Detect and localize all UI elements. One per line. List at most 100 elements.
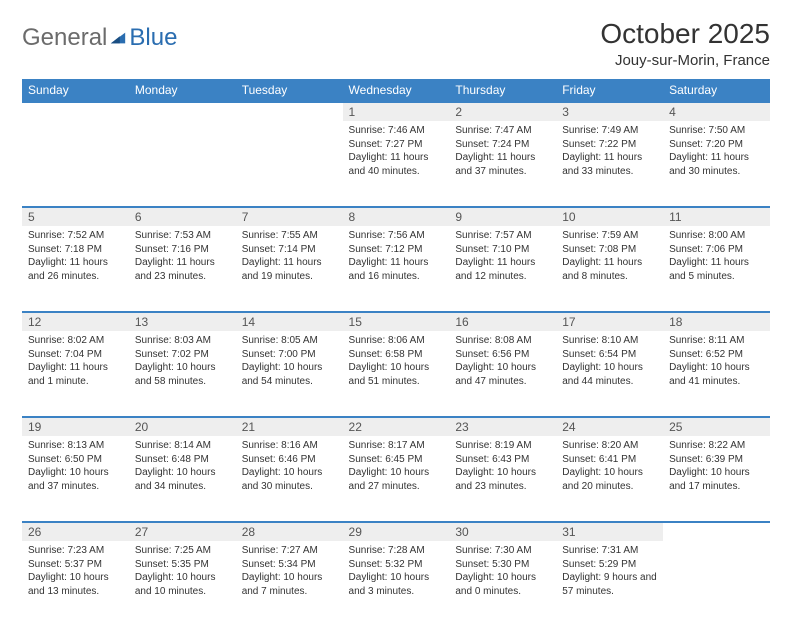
sunset-line: Sunset: 6:41 PM <box>562 453 657 467</box>
day-number-row: 262728293031 <box>22 522 770 541</box>
sunset-line: Sunset: 7:16 PM <box>135 243 230 257</box>
day-cell: Sunrise: 8:06 AMSunset: 6:58 PMDaylight:… <box>343 331 450 417</box>
sunrise-line: Sunrise: 7:28 AM <box>349 544 444 558</box>
day-cell <box>22 121 129 207</box>
daylight-line: Daylight: 11 hours and 12 minutes. <box>455 256 550 283</box>
day-number: 8 <box>343 207 450 226</box>
daylight-line: Daylight: 10 hours and 30 minutes. <box>242 466 337 493</box>
day-cell: Sunrise: 7:53 AMSunset: 7:16 PMDaylight:… <box>129 226 236 312</box>
day-number: 24 <box>556 417 663 436</box>
day-cell: Sunrise: 7:23 AMSunset: 5:37 PMDaylight:… <box>22 541 129 627</box>
sunrise-line: Sunrise: 8:14 AM <box>135 439 230 453</box>
day-cell: Sunrise: 8:10 AMSunset: 6:54 PMDaylight:… <box>556 331 663 417</box>
daylight-line: Daylight: 11 hours and 40 minutes. <box>349 151 444 178</box>
day-cell <box>663 541 770 627</box>
sunrise-line: Sunrise: 8:06 AM <box>349 334 444 348</box>
sunset-line: Sunset: 6:56 PM <box>455 348 550 362</box>
daylight-line: Daylight: 10 hours and 23 minutes. <box>455 466 550 493</box>
day-cell: Sunrise: 7:47 AMSunset: 7:24 PMDaylight:… <box>449 121 556 207</box>
day-content-row: Sunrise: 7:23 AMSunset: 5:37 PMDaylight:… <box>22 541 770 627</box>
day-number: 6 <box>129 207 236 226</box>
day-cell: Sunrise: 8:19 AMSunset: 6:43 PMDaylight:… <box>449 436 556 522</box>
day-number: 31 <box>556 522 663 541</box>
sunset-line: Sunset: 6:45 PM <box>349 453 444 467</box>
sunset-line: Sunset: 7:04 PM <box>28 348 123 362</box>
day-number: 10 <box>556 207 663 226</box>
daylight-line: Daylight: 10 hours and 54 minutes. <box>242 361 337 388</box>
sunrise-line: Sunrise: 7:23 AM <box>28 544 123 558</box>
day-number: 26 <box>22 522 129 541</box>
sunset-line: Sunset: 6:58 PM <box>349 348 444 362</box>
sunrise-line: Sunrise: 8:22 AM <box>669 439 764 453</box>
logo-text-general: General <box>22 24 107 52</box>
sunrise-line: Sunrise: 8:19 AM <box>455 439 550 453</box>
day-number <box>236 102 343 121</box>
daylight-line: Daylight: 11 hours and 33 minutes. <box>562 151 657 178</box>
sunset-line: Sunset: 5:30 PM <box>455 558 550 572</box>
day-number: 18 <box>663 312 770 331</box>
sunset-line: Sunset: 5:32 PM <box>349 558 444 572</box>
sunrise-line: Sunrise: 7:49 AM <box>562 124 657 138</box>
day-cell: Sunrise: 8:13 AMSunset: 6:50 PMDaylight:… <box>22 436 129 522</box>
daylight-line: Daylight: 10 hours and 34 minutes. <box>135 466 230 493</box>
daylight-line: Daylight: 10 hours and 17 minutes. <box>669 466 764 493</box>
day-number: 15 <box>343 312 450 331</box>
sunrise-line: Sunrise: 7:46 AM <box>349 124 444 138</box>
weekday-header: Sunday <box>22 79 129 102</box>
daylight-line: Daylight: 11 hours and 26 minutes. <box>28 256 123 283</box>
sunrise-line: Sunrise: 7:59 AM <box>562 229 657 243</box>
sunset-line: Sunset: 6:50 PM <box>28 453 123 467</box>
daylight-line: Daylight: 10 hours and 7 minutes. <box>242 571 337 598</box>
daylight-line: Daylight: 10 hours and 13 minutes. <box>28 571 123 598</box>
day-cell: Sunrise: 7:52 AMSunset: 7:18 PMDaylight:… <box>22 226 129 312</box>
calendar-table: SundayMondayTuesdayWednesdayThursdayFrid… <box>22 79 770 627</box>
sunrise-line: Sunrise: 7:30 AM <box>455 544 550 558</box>
sunset-line: Sunset: 7:22 PM <box>562 138 657 152</box>
day-cell: Sunrise: 7:50 AMSunset: 7:20 PMDaylight:… <box>663 121 770 207</box>
daylight-line: Daylight: 10 hours and 44 minutes. <box>562 361 657 388</box>
day-number: 22 <box>343 417 450 436</box>
sunrise-line: Sunrise: 8:17 AM <box>349 439 444 453</box>
day-cell: Sunrise: 8:14 AMSunset: 6:48 PMDaylight:… <box>129 436 236 522</box>
daylight-line: Daylight: 11 hours and 16 minutes. <box>349 256 444 283</box>
sunrise-line: Sunrise: 7:56 AM <box>349 229 444 243</box>
day-cell <box>129 121 236 207</box>
sunset-line: Sunset: 5:34 PM <box>242 558 337 572</box>
sunset-line: Sunset: 5:37 PM <box>28 558 123 572</box>
day-cell: Sunrise: 7:28 AMSunset: 5:32 PMDaylight:… <box>343 541 450 627</box>
weekday-header: Tuesday <box>236 79 343 102</box>
daylight-line: Daylight: 10 hours and 51 minutes. <box>349 361 444 388</box>
sunrise-line: Sunrise: 8:05 AM <box>242 334 337 348</box>
daylight-line: Daylight: 10 hours and 20 minutes. <box>562 466 657 493</box>
sunrise-line: Sunrise: 7:55 AM <box>242 229 337 243</box>
day-number: 3 <box>556 102 663 121</box>
sunset-line: Sunset: 6:43 PM <box>455 453 550 467</box>
sunrise-line: Sunrise: 7:50 AM <box>669 124 764 138</box>
daylight-line: Daylight: 11 hours and 5 minutes. <box>669 256 764 283</box>
day-content-row: Sunrise: 7:52 AMSunset: 7:18 PMDaylight:… <box>22 226 770 312</box>
day-number: 2 <box>449 102 556 121</box>
sunset-line: Sunset: 7:18 PM <box>28 243 123 257</box>
sunset-line: Sunset: 7:10 PM <box>455 243 550 257</box>
daylight-line: Daylight: 11 hours and 19 minutes. <box>242 256 337 283</box>
day-number: 27 <box>129 522 236 541</box>
day-cell: Sunrise: 7:57 AMSunset: 7:10 PMDaylight:… <box>449 226 556 312</box>
sunrise-line: Sunrise: 7:53 AM <box>135 229 230 243</box>
day-number: 21 <box>236 417 343 436</box>
day-content-row: Sunrise: 7:46 AMSunset: 7:27 PMDaylight:… <box>22 121 770 207</box>
sunrise-line: Sunrise: 8:20 AM <box>562 439 657 453</box>
page-title: October 2025 <box>600 18 770 50</box>
daylight-line: Daylight: 10 hours and 10 minutes. <box>135 571 230 598</box>
day-cell: Sunrise: 8:11 AMSunset: 6:52 PMDaylight:… <box>663 331 770 417</box>
sunset-line: Sunset: 7:02 PM <box>135 348 230 362</box>
day-number: 7 <box>236 207 343 226</box>
daylight-line: Daylight: 11 hours and 1 minute. <box>28 361 123 388</box>
sunset-line: Sunset: 7:06 PM <box>669 243 764 257</box>
sunrise-line: Sunrise: 7:52 AM <box>28 229 123 243</box>
day-number-row: 567891011 <box>22 207 770 226</box>
day-number: 20 <box>129 417 236 436</box>
day-number: 30 <box>449 522 556 541</box>
sunrise-line: Sunrise: 8:08 AM <box>455 334 550 348</box>
logo-text-blue: Blue <box>129 24 177 52</box>
day-number: 28 <box>236 522 343 541</box>
